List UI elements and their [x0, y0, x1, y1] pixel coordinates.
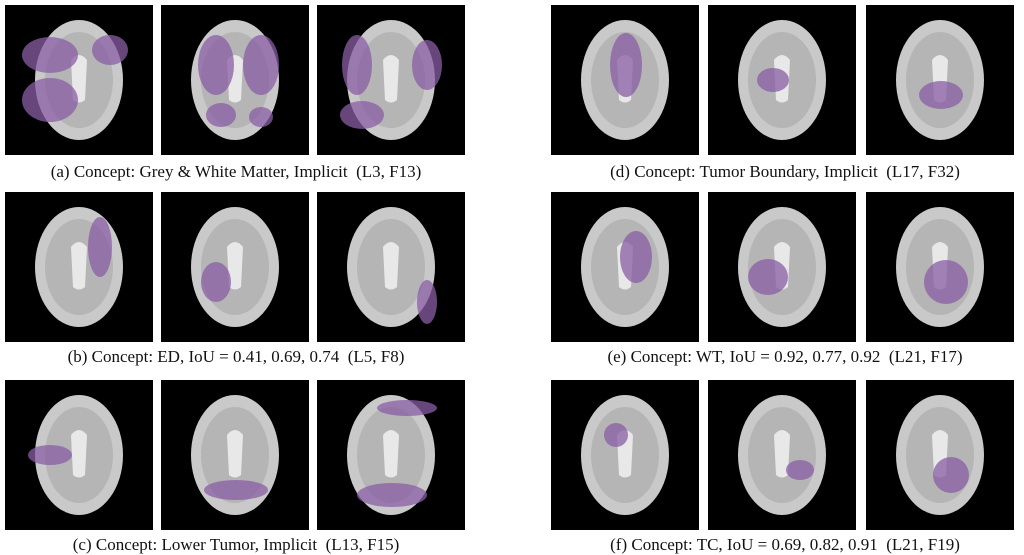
- mri-image: [161, 380, 309, 530]
- mri-image: [317, 192, 465, 342]
- mri-image: [708, 192, 856, 342]
- caption: (a) Concept: Grey & White Matter, Implic…: [50, 162, 422, 181]
- caption: (d) Concept: Tumor Boundary, Implicit (L…: [610, 162, 960, 181]
- mri-image: [866, 5, 1014, 155]
- caption: (f) Concept: TC, IoU = 0.69, 0.82, 0.91 …: [610, 535, 960, 554]
- mri-image: [317, 5, 465, 155]
- mri-image: [5, 5, 153, 155]
- mri-image: [161, 5, 309, 155]
- mri-image: [161, 192, 309, 342]
- caption: (e) Concept: WT, IoU = 0.92, 0.77, 0.92 …: [607, 347, 963, 366]
- caption: (b) Concept: ED, IoU = 0.41, 0.69, 0.74 …: [67, 347, 405, 366]
- mri-image: [5, 192, 153, 342]
- mri-image: [866, 380, 1014, 530]
- mri-image: [708, 5, 856, 155]
- mri-image: [551, 192, 699, 342]
- caption: (c) Concept: Lower Tumor, Implicit (L13,…: [72, 535, 400, 554]
- mri-image: [5, 380, 153, 530]
- mri-image: [317, 380, 465, 530]
- mri-image: [551, 380, 699, 530]
- mri-image: [708, 380, 856, 530]
- mri-image: [551, 5, 699, 155]
- mri-image: [866, 192, 1014, 342]
